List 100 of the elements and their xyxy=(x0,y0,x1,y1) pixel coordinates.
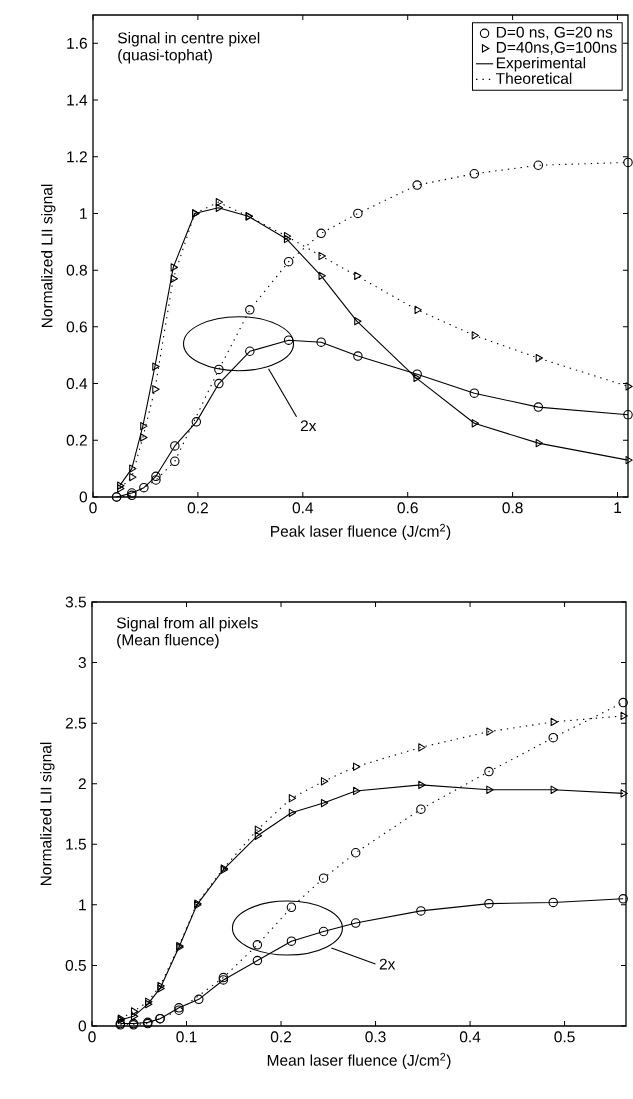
point xyxy=(486,785,494,794)
point xyxy=(245,305,255,315)
point xyxy=(170,441,180,451)
x-tick-label: 1 xyxy=(614,502,622,514)
annotation: Signal in centre pixel xyxy=(117,32,260,47)
y-axis-title: Normalized LII signal xyxy=(40,742,55,886)
point xyxy=(618,894,628,904)
point xyxy=(254,831,263,840)
point xyxy=(288,808,297,817)
point xyxy=(625,455,633,465)
point xyxy=(623,410,633,420)
point xyxy=(418,780,426,790)
point xyxy=(129,464,137,473)
point xyxy=(412,369,422,379)
point xyxy=(283,335,294,345)
point xyxy=(416,804,426,814)
point xyxy=(354,271,362,281)
x-tick-label: 0.4 xyxy=(459,1031,481,1043)
y-tick-label: 1 xyxy=(80,208,87,219)
point xyxy=(535,438,544,448)
point xyxy=(214,364,224,375)
point xyxy=(288,794,297,803)
point xyxy=(215,197,224,207)
point xyxy=(170,274,178,283)
point xyxy=(318,873,329,883)
y-tick-label: 3 xyxy=(78,657,86,669)
point xyxy=(157,984,165,993)
point xyxy=(130,1007,139,1016)
point xyxy=(471,331,480,340)
y-tick-label: 0.6 xyxy=(66,321,87,333)
point xyxy=(414,305,422,315)
point xyxy=(350,848,361,858)
annotation: 2x xyxy=(300,420,317,432)
point xyxy=(533,402,544,412)
y-axis-title: Normalized LII signal xyxy=(41,184,56,328)
point xyxy=(254,825,263,834)
y-tick-label: 1.2 xyxy=(67,151,87,163)
y-tick-label: 3.5 xyxy=(65,596,86,608)
point xyxy=(353,208,363,219)
legend-label: D=40ns,G=100ns xyxy=(496,41,617,55)
point xyxy=(412,180,422,190)
point xyxy=(117,484,125,493)
y-tick-label: 0 xyxy=(78,1020,87,1032)
point xyxy=(215,203,224,212)
point xyxy=(469,169,480,179)
annotation: Experimental xyxy=(496,57,586,72)
point xyxy=(350,918,361,928)
y-tick-label: 2.5 xyxy=(65,717,86,729)
point xyxy=(316,228,326,239)
y-tick-label: 1.4 xyxy=(67,94,88,106)
point xyxy=(620,711,628,721)
point xyxy=(157,981,165,991)
annotation: Signal from all pixels xyxy=(116,617,258,632)
point xyxy=(145,1000,153,1009)
point xyxy=(151,475,161,485)
x-axis-title: Mean laser fluence (J/cm$^{2}$) xyxy=(267,1052,451,1069)
annotation: (Mean fluence) xyxy=(117,634,219,649)
point xyxy=(353,786,361,796)
point xyxy=(418,743,426,752)
point xyxy=(625,382,633,391)
point xyxy=(152,362,160,371)
point xyxy=(151,471,161,482)
x-tick-label: 0.2 xyxy=(270,1031,292,1043)
point xyxy=(471,419,480,428)
point xyxy=(286,902,297,913)
point xyxy=(117,481,125,490)
y-tick-label: 1.6 xyxy=(67,37,87,49)
annotation: Theoretical xyxy=(496,72,572,84)
point xyxy=(140,433,148,442)
point xyxy=(170,263,178,272)
point xyxy=(618,697,628,708)
y-tick-label: 1 xyxy=(79,899,86,911)
point xyxy=(353,762,361,771)
point xyxy=(130,1012,139,1021)
legend-label: D=0 ns, G=20 ns xyxy=(496,26,613,40)
point xyxy=(535,353,544,363)
point xyxy=(413,373,421,383)
point xyxy=(548,897,558,908)
point xyxy=(286,936,297,946)
y-tick-label: 1.5 xyxy=(66,838,86,850)
x-tick-label: 0.5 xyxy=(554,1031,575,1043)
point xyxy=(550,785,558,794)
point xyxy=(283,231,292,241)
y-tick-label: 0.5 xyxy=(65,959,86,971)
y-tick-label: 0 xyxy=(79,491,88,503)
y-tick-label: 2 xyxy=(78,778,86,790)
point xyxy=(316,337,326,347)
point xyxy=(139,482,149,493)
point xyxy=(469,388,480,398)
point xyxy=(354,317,362,326)
point xyxy=(484,766,494,777)
point xyxy=(318,926,329,937)
point xyxy=(318,251,326,261)
x-tick-label: 0.3 xyxy=(365,1031,386,1043)
point xyxy=(152,385,160,394)
x-axis-title: Peak laser fluence (J/cm$^{2}$) xyxy=(271,523,451,540)
x-tick-label: 0.4 xyxy=(292,502,314,514)
point xyxy=(484,898,494,909)
point xyxy=(486,727,494,736)
point xyxy=(252,955,263,966)
